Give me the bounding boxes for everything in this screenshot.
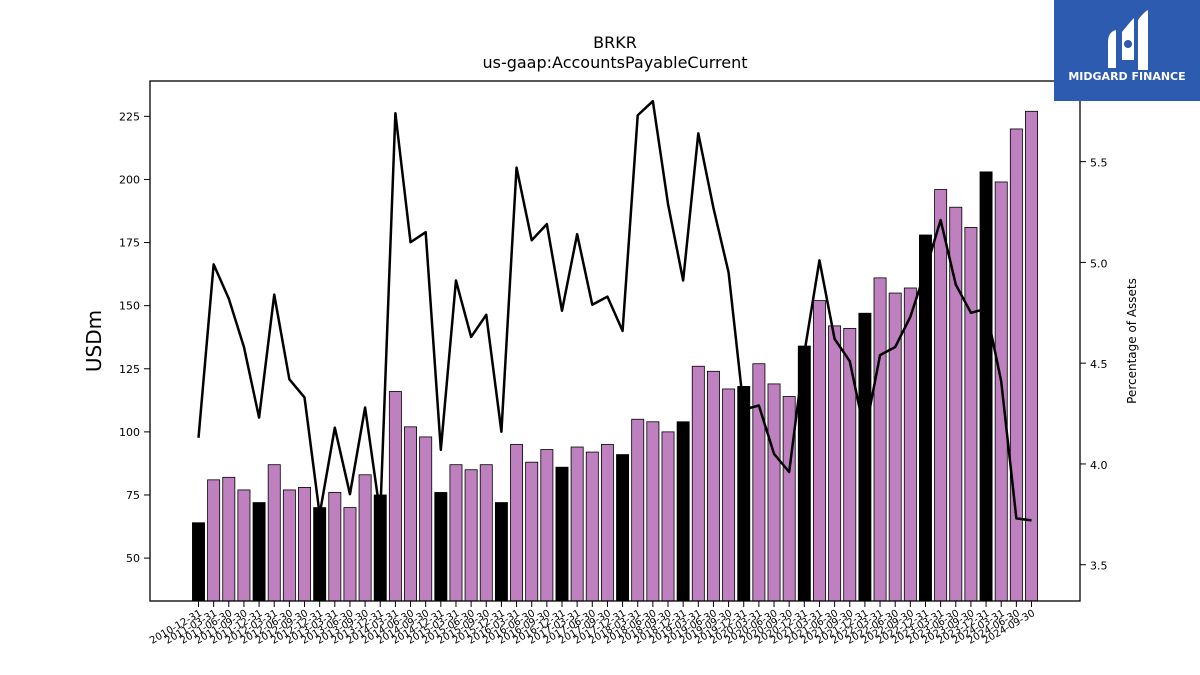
bar <box>813 300 826 602</box>
bar <box>434 492 448 602</box>
bar <box>964 227 978 602</box>
bar-group <box>192 110 1038 602</box>
y-tick-label: 50 <box>126 552 140 565</box>
y2-tick-label: 5.5 <box>1090 157 1108 170</box>
y-axis-right: 3.5 4.0 4.5 5.0 5.5 <box>1080 157 1108 573</box>
bar <box>782 396 796 602</box>
chart-title: BRKR <box>593 33 637 52</box>
bar <box>404 426 418 602</box>
bar <box>631 418 645 602</box>
bar <box>767 383 781 602</box>
y-axis-left: 50 75 100 125 150 175 200 225 <box>119 110 150 565</box>
bar <box>858 312 872 602</box>
bar <box>525 461 539 602</box>
bar <box>343 507 357 602</box>
bar <box>282 489 296 602</box>
bar <box>252 502 266 602</box>
bar <box>873 277 887 602</box>
bar <box>192 522 205 602</box>
bar <box>1025 110 1038 602</box>
y-tick-label: 175 <box>119 237 140 250</box>
bar <box>328 492 342 602</box>
bar <box>600 444 614 602</box>
y-tick-label: 200 <box>119 173 140 186</box>
y-tick-label: 100 <box>119 426 140 439</box>
logo-text: MIDGARD FINANCE <box>1068 70 1185 83</box>
bar <box>919 234 932 602</box>
bar <box>828 325 842 602</box>
logo: MIDGARD FINANCE <box>1054 0 1200 101</box>
bar <box>752 363 766 602</box>
bar <box>464 469 478 602</box>
y2-tick-label: 4.5 <box>1090 358 1108 371</box>
bar <box>267 464 281 602</box>
y2-tick-label: 5.0 <box>1090 257 1108 270</box>
bar <box>706 370 720 602</box>
bar <box>222 476 236 602</box>
y2-axis-label: Percentage of Assets <box>1125 278 1139 404</box>
bar <box>646 421 660 602</box>
y-tick-label: 225 <box>119 110 140 123</box>
y-tick-label: 150 <box>119 300 140 313</box>
bar <box>691 365 705 602</box>
bar <box>737 386 751 602</box>
plot-frame <box>149 80 1081 602</box>
bar <box>585 451 599 602</box>
bar <box>358 474 372 602</box>
bar <box>903 287 917 602</box>
bar <box>419 436 433 602</box>
bar <box>313 507 327 602</box>
bar <box>843 327 857 602</box>
y2-tick-label: 4.0 <box>1090 459 1108 472</box>
bar <box>934 189 948 602</box>
bar <box>207 479 221 602</box>
chart-subtitle: us-gaap:AccountsPayableCurrent <box>482 53 747 72</box>
bar <box>570 446 584 602</box>
bar <box>449 464 463 602</box>
y2-tick-label: 3.5 <box>1090 560 1108 573</box>
y-axis-label: USDm <box>82 310 106 372</box>
bar <box>540 449 554 602</box>
bar <box>616 454 630 602</box>
bar <box>237 489 251 602</box>
bar <box>661 431 675 602</box>
bar <box>979 171 993 602</box>
x-axis: 2010-12-312011-03-312011-06-302011-09-30… <box>148 601 1037 647</box>
logo-mark-icon <box>1108 10 1148 70</box>
percentage-line <box>197 99 1032 522</box>
bar <box>510 444 524 602</box>
y-tick-label: 125 <box>119 363 140 376</box>
bar <box>1009 128 1023 602</box>
bar <box>676 421 690 602</box>
bar <box>555 466 569 602</box>
y-tick-label: 75 <box>126 489 140 502</box>
bar <box>494 502 508 602</box>
bar <box>388 391 402 602</box>
bar <box>479 464 493 602</box>
bar <box>722 388 736 602</box>
bar <box>298 487 311 602</box>
